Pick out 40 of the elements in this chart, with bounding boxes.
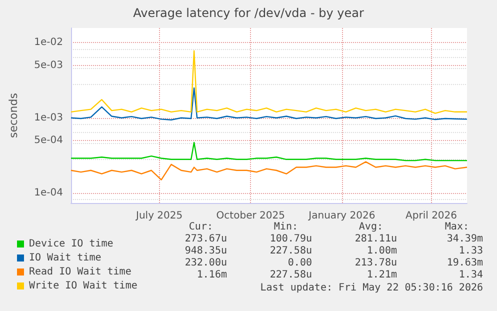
y-tick-label: 1e-03 xyxy=(34,112,63,124)
x-tick-label: October 2025 xyxy=(216,210,285,222)
text: 1.16m xyxy=(196,270,227,280)
y-tick-label: 5e-04 xyxy=(34,134,63,146)
y-tick-label: 5e-03 xyxy=(34,60,63,71)
text: 273.67u xyxy=(184,234,227,244)
text: 227.58u xyxy=(270,270,312,280)
text: 0.00 xyxy=(288,258,312,268)
x-tick-label: January 2026 xyxy=(308,210,376,222)
text: 1.00m xyxy=(366,246,397,256)
y-tick-label: 1e-04 xyxy=(34,187,63,198)
legend-label: Device IO time xyxy=(29,238,114,250)
line-series xyxy=(70,87,468,120)
text: Cur: xyxy=(188,222,213,232)
legend-label: Write IO Wait time xyxy=(29,280,138,292)
text: Min: xyxy=(274,222,298,232)
chart-title: Average latency for /dev/vda - by year xyxy=(133,6,364,20)
text: 948.35u xyxy=(184,246,227,256)
text: 1.34 xyxy=(458,270,483,280)
y-tick-label: 1e-02 xyxy=(34,37,63,48)
text: Max: xyxy=(444,222,469,232)
text: 1.21m xyxy=(366,270,397,280)
line-series xyxy=(70,161,468,180)
text: 19.63m xyxy=(446,258,483,268)
text: 232.00u xyxy=(184,258,227,268)
x-tick-label: July 2025 xyxy=(135,210,183,222)
x-tick-label: April 2026 xyxy=(406,210,458,222)
text: Avg: xyxy=(358,222,383,232)
text: Last update: Fri May 22 05:30:16 2026 xyxy=(260,282,484,294)
legend-label: Read IO Wait time xyxy=(29,266,132,278)
legend-label: IO Wait time xyxy=(29,252,102,264)
line-series xyxy=(70,50,468,114)
text: 227.58u xyxy=(270,246,312,256)
text: 1.33 xyxy=(458,246,483,256)
line-series xyxy=(70,142,468,162)
text: 100.79u xyxy=(270,234,312,244)
text: 281.11u xyxy=(354,234,397,244)
y-axis-title: seconds xyxy=(7,92,20,138)
text: 34.39m xyxy=(446,234,483,244)
text: 213.78u xyxy=(354,258,397,268)
